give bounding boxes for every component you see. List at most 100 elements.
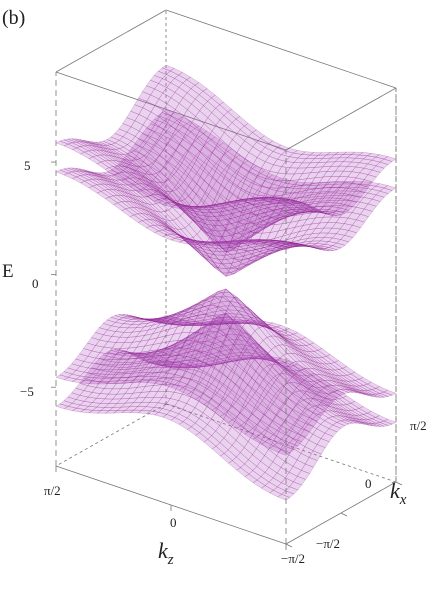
surface-patch [129,409,143,414]
surface-patch [161,362,174,372]
surface-patch [232,357,245,361]
surface-patch [191,422,204,433]
surface-patch [75,382,89,391]
surface-patch [95,369,109,378]
surface-patch [247,412,261,429]
surface-patch [110,354,125,359]
surface-patch [298,348,311,357]
surface-patch [174,363,189,367]
surface-patch [242,348,256,366]
surface-patch [269,490,283,498]
surface-patch [197,321,210,332]
surface-patch [319,411,333,419]
surface-patch [185,341,199,353]
surface-patch [330,391,344,400]
surface-patch [290,342,303,351]
surface-patch [301,345,315,352]
surface-patch [180,333,194,341]
surface-patch [149,396,163,404]
surface-patch [212,329,226,338]
z-tick-label: 5 [24,158,31,173]
surface-patch [250,335,263,348]
surface-patch [224,305,238,311]
surface-patch [354,385,369,391]
surface-patch [141,385,154,393]
surface-patch [289,334,303,341]
surface-patch [171,354,185,360]
surface-patch [316,412,329,421]
surface-patch [99,376,113,384]
surface-patch [271,414,285,430]
surface-patch [176,337,189,343]
surface-patch [170,366,183,369]
surface-patch [135,353,149,359]
bounding-box-back [55,9,397,483]
surface-patch [319,370,332,378]
surface-patch [328,416,342,423]
surface-patch [362,412,377,419]
surface-patch [207,418,220,432]
x-axis-label-sub: z [167,552,174,568]
surface-patch [199,363,212,367]
surface-patch [289,369,303,377]
surface-patch [112,402,126,408]
surface-patch [100,398,114,404]
surface-patch [334,360,348,369]
surface-patch [114,349,128,352]
surface-patch [300,428,314,441]
surface-patch [150,362,163,366]
surface-patch [206,352,219,368]
surface-patch [265,356,278,364]
surface-patch [269,357,283,366]
surface-patch [301,375,315,382]
surface-patch [280,362,295,367]
surface-patch [211,446,225,457]
surface-patch [71,399,85,406]
surface-patch [201,321,215,334]
surface-patch [123,353,136,357]
surface-patch [251,320,266,324]
surface-patch [175,320,188,324]
surface-patch [230,344,244,364]
surface-patch [215,404,228,420]
surface-patch [199,324,212,326]
surface-patch [339,412,353,419]
surface-patch [284,328,298,335]
surface-patch [360,421,373,426]
surface-patch [205,330,219,344]
surface-patch [328,424,342,433]
surface-patch [294,373,307,382]
surface-patch [219,323,233,325]
surface-patch [203,363,216,367]
surface-patch [371,417,385,423]
surface-patch [283,397,297,411]
surface-patch [269,327,282,332]
surface-patch [266,354,280,366]
surface-patch [116,388,130,395]
surface-patch [291,405,305,418]
surface-patch [211,321,224,324]
surface-patch [147,318,160,320]
surface-patch [157,397,171,405]
surface-patch [258,369,272,385]
surface-patch [131,364,146,372]
surface-patch [288,428,301,442]
surface-patch [128,392,142,399]
surface-patch [159,321,172,324]
surface-patch [170,322,183,325]
surface-patch [270,356,283,368]
surface-patch [130,353,143,359]
surface-patch [182,403,196,414]
surface-patch [311,405,325,414]
surface-patch [310,385,323,394]
surface-patch [183,319,197,323]
surface-patch [267,421,281,437]
surface-patch [167,345,181,351]
surface-patch [157,316,171,322]
surface-patch [338,375,353,382]
surface-patch [277,494,291,501]
surface-patch [126,351,139,357]
surface-patch [293,476,306,486]
surface-patch [248,322,261,325]
surface-patch [235,433,249,448]
